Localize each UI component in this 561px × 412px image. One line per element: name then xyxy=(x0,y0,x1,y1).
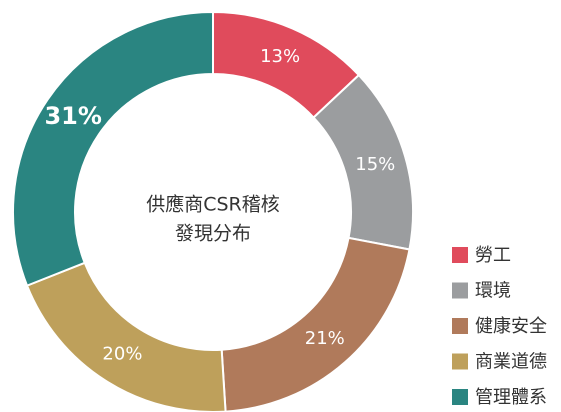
legend-label: 管理體系 xyxy=(475,387,547,408)
legend-label: 環境 xyxy=(475,281,511,302)
legend-swatch xyxy=(452,282,468,299)
legend-swatch xyxy=(452,247,468,263)
center-title: 供應商CSR稽核 xyxy=(146,193,280,216)
donut-slice xyxy=(220,236,411,412)
value-label: 15% xyxy=(355,154,395,175)
value-label: 13% xyxy=(260,46,300,67)
value-label: 31% xyxy=(44,102,101,130)
donut-slice xyxy=(25,261,227,412)
legend-label: 商業道德 xyxy=(475,352,547,373)
value-label: 20% xyxy=(102,344,142,365)
legend-swatch xyxy=(452,389,468,405)
donut-slice xyxy=(12,10,214,287)
center-title: 發現分布 xyxy=(175,223,251,245)
legend-swatch xyxy=(452,353,468,370)
legend-label: 健康安全 xyxy=(475,316,547,337)
value-label: 21% xyxy=(305,328,345,349)
legend-swatch xyxy=(452,318,468,334)
legend-label: 勞工 xyxy=(475,245,511,266)
